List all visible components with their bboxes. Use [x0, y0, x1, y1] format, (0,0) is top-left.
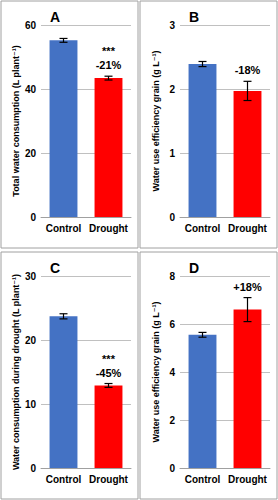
svg-text:Drought: Drought	[228, 474, 268, 485]
svg-text:0: 0	[169, 212, 175, 223]
svg-text:3: 3	[169, 20, 175, 31]
svg-text:Control: Control	[46, 223, 82, 234]
svg-text:B: B	[189, 9, 199, 25]
svg-text:4: 4	[169, 367, 175, 378]
svg-text:-18%: -18%	[235, 64, 261, 76]
svg-text:20: 20	[25, 335, 37, 346]
svg-text:Control: Control	[185, 474, 221, 485]
svg-text:8: 8	[169, 271, 175, 282]
svg-text:10: 10	[25, 399, 37, 410]
svg-text:D: D	[189, 260, 199, 276]
svg-text:1: 1	[169, 148, 175, 159]
svg-text:Water use efficiency grain (g: Water use efficiency grain (g L⁻¹)	[151, 51, 161, 192]
svg-text:Total water consumption (L pla: Total water consumption (L plant⁻¹)	[11, 45, 21, 196]
svg-text:2: 2	[169, 84, 175, 95]
svg-text:30: 30	[25, 271, 37, 282]
svg-text:***: ***	[102, 45, 116, 57]
svg-text:***: ***	[102, 353, 116, 365]
svg-text:0: 0	[30, 212, 36, 223]
svg-text:6: 6	[169, 319, 175, 330]
svg-text:40: 40	[25, 84, 37, 95]
svg-text:Control: Control	[185, 223, 221, 234]
svg-text:0: 0	[169, 463, 175, 474]
svg-text:Drought: Drought	[89, 474, 129, 485]
svg-text:2: 2	[169, 415, 175, 426]
svg-text:Water use efficiency grain (g: Water use efficiency grain (g L⁻¹)	[151, 302, 161, 443]
svg-text:-45%: -45%	[96, 367, 122, 379]
svg-text:Drought: Drought	[89, 223, 129, 234]
svg-text:C: C	[50, 260, 60, 276]
svg-text:-21%: -21%	[96, 59, 122, 71]
svg-text:0: 0	[30, 463, 36, 474]
svg-text:A: A	[50, 9, 60, 25]
svg-text:60: 60	[25, 20, 37, 31]
svg-text:20: 20	[25, 148, 37, 159]
svg-text:Drought: Drought	[228, 223, 268, 234]
svg-text:+18%: +18%	[233, 281, 262, 293]
svg-text:Water consumption during droug: Water consumption during drought (L plan…	[11, 274, 21, 470]
svg-text:Control: Control	[46, 474, 82, 485]
